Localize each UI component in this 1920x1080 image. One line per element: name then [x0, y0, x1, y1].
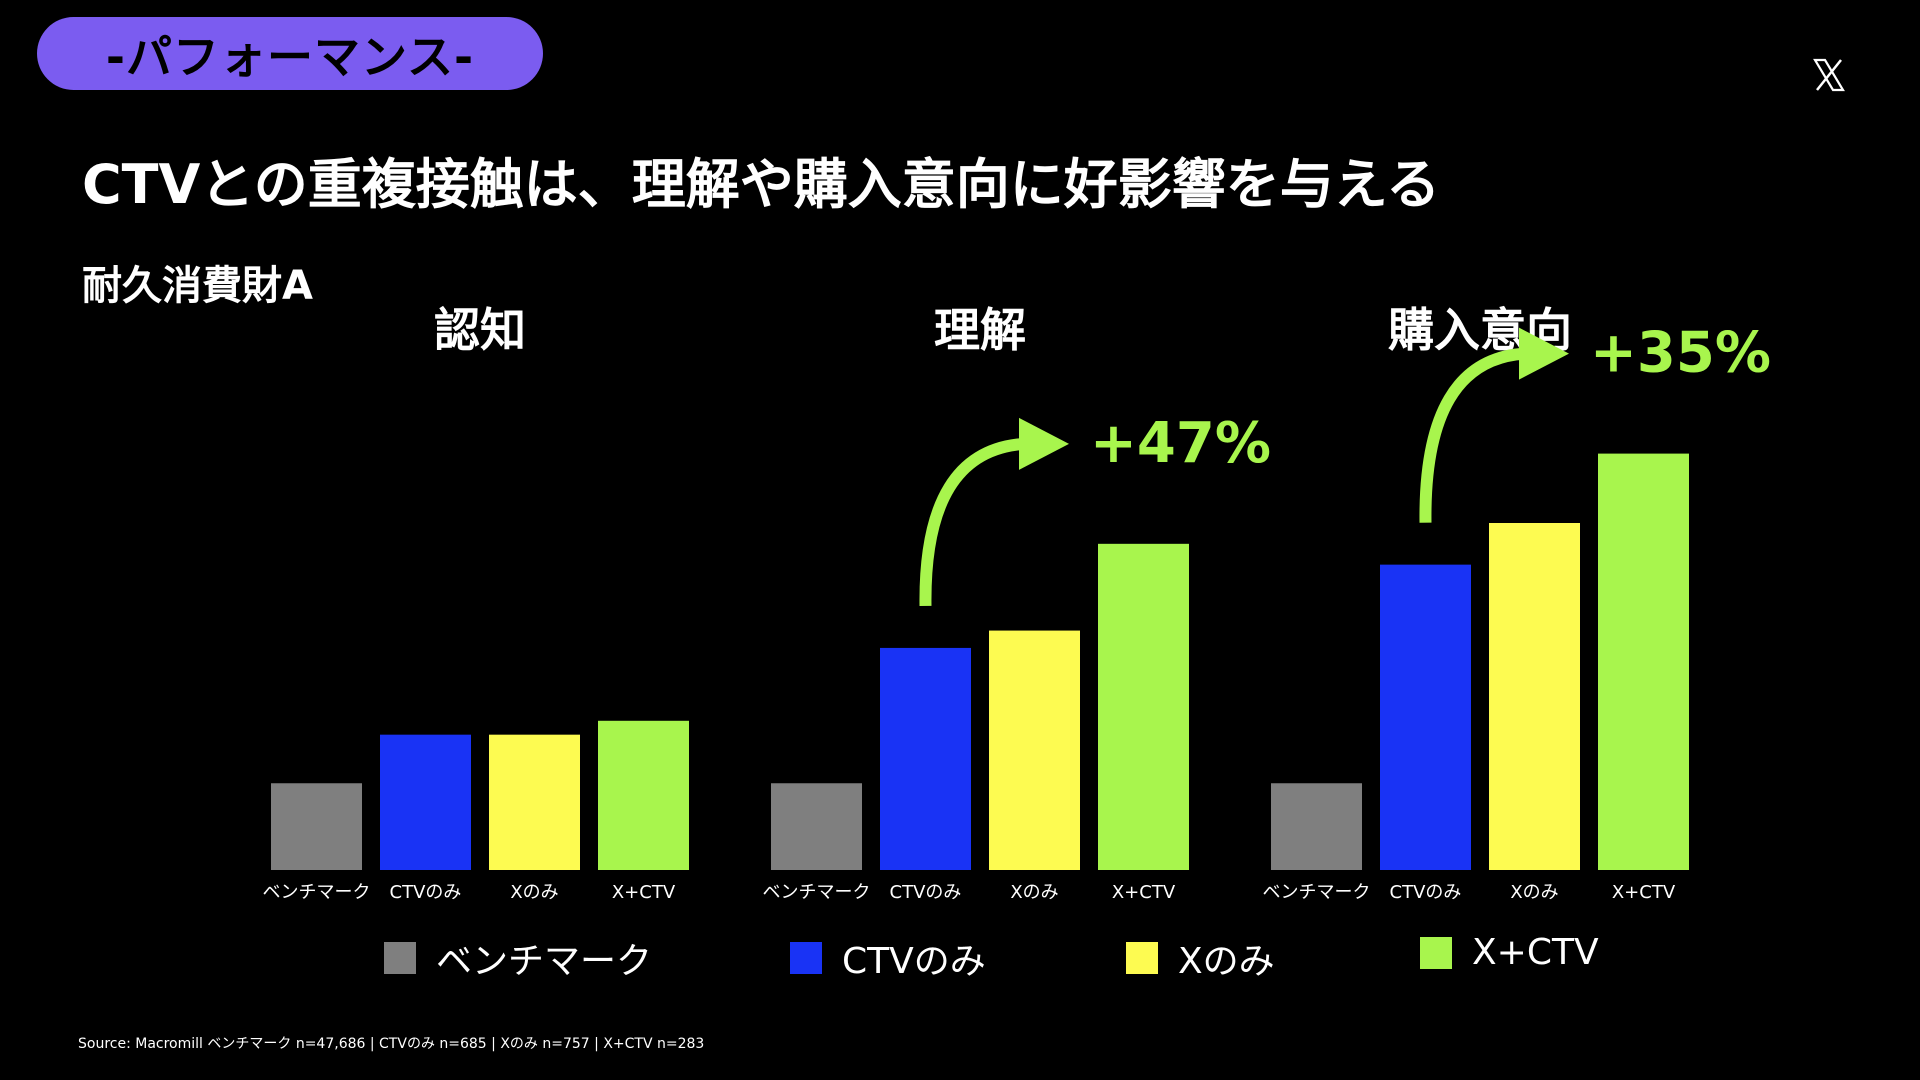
arrow-head-icon [1519, 327, 1569, 380]
legend-swatch-ctv-only [790, 942, 822, 974]
source-note: Source: Macromill ベンチマーク n=47,686 | CTVの… [78, 1036, 705, 1052]
growth-annotation: +35% [1590, 321, 1771, 386]
tick-label: Xのみ [1510, 882, 1558, 903]
subheading: 耐久消費財A [82, 263, 313, 309]
tick-label: ベンチマーク [763, 882, 871, 903]
legend-swatch-x-only [1126, 942, 1158, 974]
arrow-curve-icon [1419, 347, 1526, 523]
bar-3-4 [1598, 453, 1689, 870]
bar-1-1 [271, 783, 362, 870]
legend-item-ctv-only: CTVのみ [790, 932, 986, 984]
tick-label: X+CTV [612, 882, 676, 903]
legend-label: CTVのみ [842, 941, 986, 982]
group-title: 理解 [934, 303, 1026, 357]
tick-label: ベンチマーク [1263, 882, 1371, 903]
legend-item-x-ctv: X+CTV [1420, 932, 1599, 973]
bar-1-2 [380, 734, 471, 870]
tick-label: X+CTV [1612, 882, 1676, 903]
tick-label: X+CTV [1112, 882, 1176, 903]
section-pill: -パフォーマンス- [37, 17, 543, 90]
bar-2-4 [1098, 543, 1189, 870]
tick-label: Xのみ [1010, 882, 1058, 903]
tick-label: Xのみ [510, 882, 558, 903]
arrow-head-icon [1019, 417, 1069, 470]
legend-item-benchmark: ベンチマーク [384, 932, 652, 984]
growth-annotation: +47% [1090, 411, 1271, 476]
bar-2-2 [880, 647, 971, 870]
bar-3-3 [1489, 523, 1580, 870]
bar-3-1 [1271, 783, 1362, 870]
tick-label: CTVのみ [1390, 882, 1462, 903]
x-logo-icon [1813, 58, 1845, 92]
legend-label: X+CTV [1472, 932, 1599, 973]
bar-3-2 [1380, 564, 1471, 870]
legend-swatch-x-ctv [1420, 936, 1452, 969]
group-title: 認知 [434, 303, 526, 357]
section-label: -パフォーマンス- [105, 29, 475, 84]
bar-2-1 [771, 783, 862, 870]
legend-label: Xのみ [1178, 941, 1275, 982]
legend-label: ベンチマーク [436, 941, 653, 982]
headline: CTVとの重複接触は、理解や購入意向に好影響を与える [82, 153, 1441, 216]
tick-label: CTVのみ [890, 882, 962, 903]
legend-swatch-benchmark [384, 942, 416, 974]
bar-1-3 [489, 734, 580, 870]
legend-item-x-only: Xのみ [1126, 932, 1275, 984]
bar-1-4 [598, 720, 689, 870]
arrow-curve-icon [919, 437, 1026, 606]
tick-label: CTVのみ [390, 882, 462, 903]
bar-2-3 [989, 630, 1080, 870]
tick-label: ベンチマーク [263, 882, 371, 903]
